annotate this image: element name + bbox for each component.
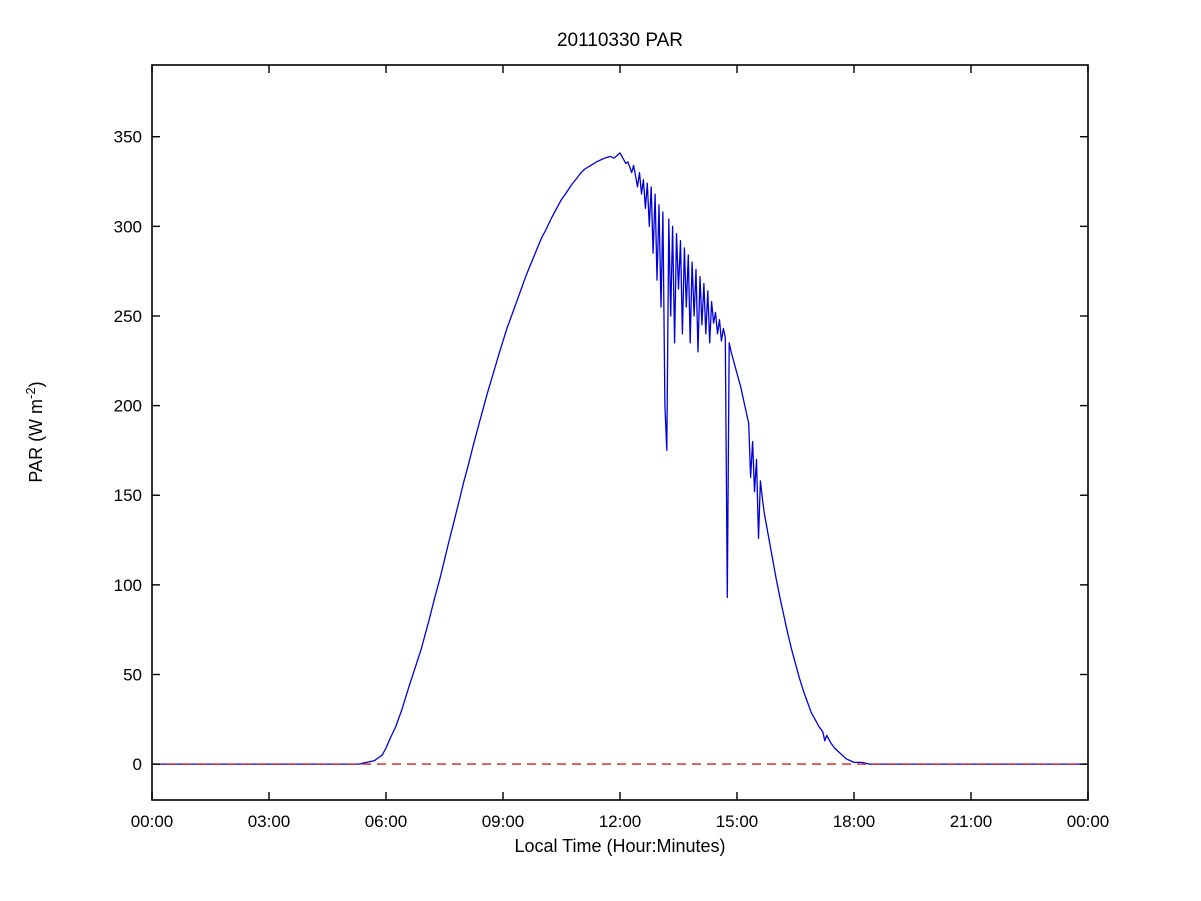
x-tick-label: 12:00 [599,812,642,831]
x-tick-label: 00:00 [131,812,174,831]
y-tick-label: 250 [114,307,142,326]
x-tick-label: 06:00 [365,812,408,831]
y-tick-label: 150 [114,486,142,505]
y-tick-label: 300 [114,217,142,236]
y-tick-label: 200 [114,397,142,416]
x-tick-label: 09:00 [482,812,525,831]
plot-box [151,64,1089,801]
y-axis-label-text-close: ) [26,381,46,388]
chart-title: 20110330 PAR [556,30,684,51]
x-axis-label: Local Time (Hour:Minutes) [514,836,726,856]
x-tick-label: 03:00 [248,812,291,831]
x-tick-label: 00:00 [1067,812,1110,831]
y-tick-label: 100 [114,576,142,595]
y-axis-label-text: PAR (W m [26,398,46,483]
y-tick-label: 350 [114,128,142,147]
x-tick-label: 18:00 [833,812,876,831]
par-line [152,152,1088,765]
x-tick-label: 21:00 [950,812,993,831]
y-axis-label-superscript: -2 [23,387,38,399]
y-axis-label: PAR (W m-2) [23,282,47,582]
y-tick-label: 50 [123,666,142,685]
x-tick-label: 15:00 [716,812,759,831]
y-tick-label: 0 [133,755,142,774]
